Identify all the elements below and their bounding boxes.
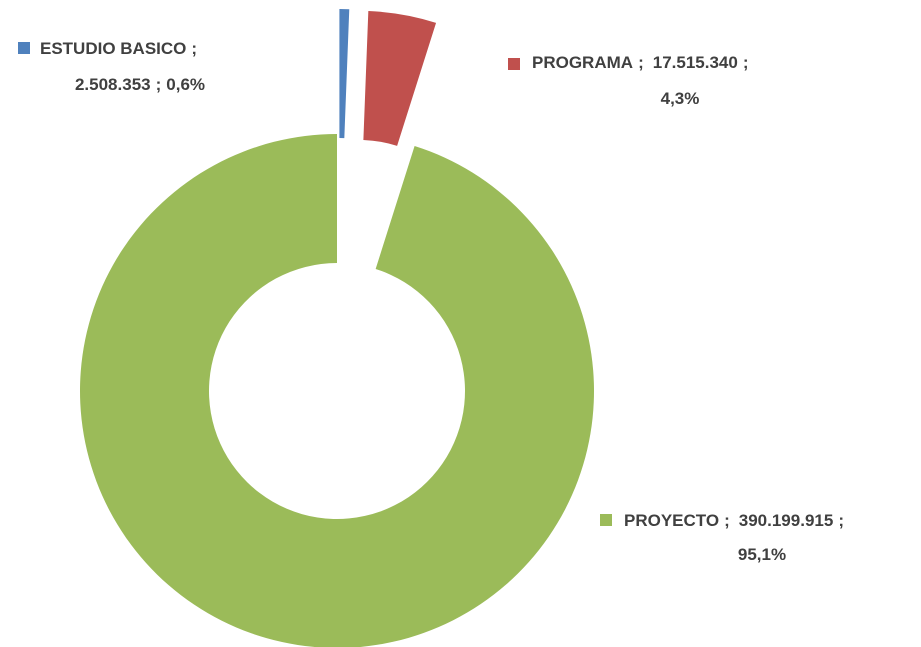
percent-label: 4,3% — [661, 89, 700, 108]
percent-label: 0,6% — [166, 75, 205, 94]
percent-label: 95,1% — [738, 545, 786, 564]
separator: ; — [724, 511, 730, 530]
value-label: 390.199.915 — [739, 511, 834, 530]
value-label: 2.508.353 — [75, 75, 151, 94]
category-name: PROGRAMA — [532, 53, 633, 72]
separator: ; — [156, 75, 162, 94]
data-label-line: 95,1% — [738, 545, 786, 564]
donut-slice — [339, 9, 350, 139]
separator: ; — [191, 39, 197, 58]
donut-slice — [80, 134, 594, 647]
value-label: 17.515.340 — [653, 53, 738, 72]
donut-slice — [363, 11, 437, 146]
data-label-line: PROGRAMA; 17.515.340; — [532, 53, 749, 72]
category-name: ESTUDIO BASICO — [40, 39, 186, 58]
data-label-line: 2.508.353; 0,6% — [75, 75, 205, 94]
data-label-line: ESTUDIO BASICO; — [40, 39, 197, 58]
data-label-line: 4,3% — [661, 89, 700, 108]
separator: ; — [743, 53, 749, 72]
label-marker — [600, 514, 612, 526]
separator: ; — [838, 511, 844, 530]
label-marker — [508, 58, 520, 70]
data-label-line: PROYECTO; 390.199.915; — [624, 511, 844, 530]
label-marker — [18, 42, 30, 54]
separator: ; — [638, 53, 644, 72]
category-name: PROYECTO — [624, 511, 719, 530]
